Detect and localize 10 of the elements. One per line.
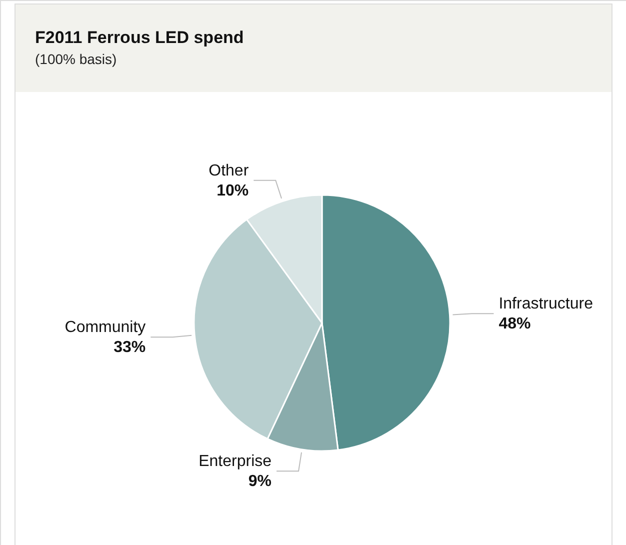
data-label: 33% bbox=[114, 339, 146, 356]
data-label: 48% bbox=[498, 316, 531, 333]
slice-label: Enterprise bbox=[198, 453, 272, 470]
slice-label: Community bbox=[64, 319, 146, 336]
chart-title: F2011 Ferrous LED spend bbox=[35, 28, 244, 47]
data-label: 10% bbox=[216, 182, 249, 200]
slice-label: Other bbox=[208, 162, 250, 180]
chart-subtitle: (100% basis) bbox=[35, 51, 117, 67]
data-label: 9% bbox=[248, 473, 272, 490]
slice-label: Infrastructure bbox=[498, 296, 594, 313]
